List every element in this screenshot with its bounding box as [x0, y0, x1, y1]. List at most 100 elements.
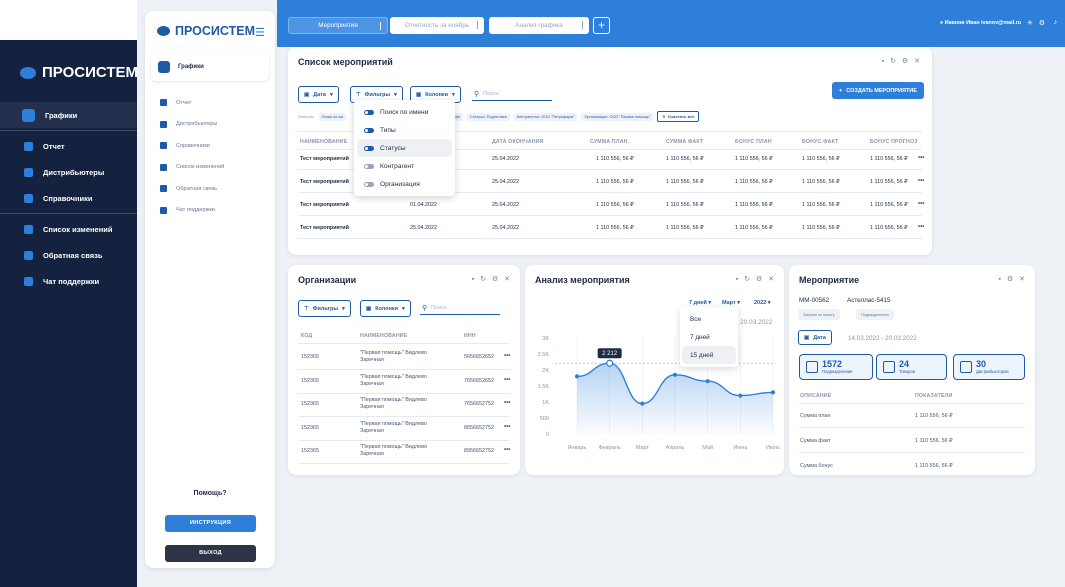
sidebar-item-chat[interactable]: Чат поддержки: [145, 200, 275, 222]
org-cell-name: "Первая помощь" Видлево Заречная: [360, 444, 427, 457]
row-menu-icon[interactable]: •••: [918, 224, 925, 230]
instruction-button[interactable]: ИНСТРУКЦИЯ: [165, 515, 256, 532]
divider: [799, 477, 1025, 478]
stat-distributors[interactable]: 30 Дистрибьюторов: [953, 354, 1025, 380]
search-input[interactable]: ⚲ Поиск: [472, 87, 552, 101]
sidebar-item-reference[interactable]: Справочники: [145, 135, 275, 157]
sidebar-item-distributors[interactable]: Дистрибьютеры: [145, 114, 275, 136]
bg-nav-charts[interactable]: Графики: [0, 102, 137, 128]
filter-option-statuses[interactable]: Статусы: [357, 139, 452, 157]
col-inn[interactable]: ИНН: [464, 333, 476, 339]
search-input[interactable]: ⚲ Поиск: [420, 301, 500, 315]
columns-button[interactable]: ▦ Колонки ▾: [360, 300, 411, 317]
col-bonus-fact[interactable]: БОНУС ФАКТ: [802, 139, 839, 145]
row-menu-icon[interactable]: •••: [504, 353, 511, 359]
bg-nav-reference[interactable]: Справочники: [0, 185, 137, 211]
period-select[interactable]: 7 дней ▾: [689, 300, 712, 306]
bg-nav-report[interactable]: Отчет: [0, 133, 137, 159]
sidebar-item-charts[interactable]: Графики: [151, 53, 269, 81]
user-info[interactable]: ● Иванов Иван ivanov@mail.ru: [939, 20, 1021, 26]
year-select[interactable]: 2022 ▾: [754, 300, 771, 306]
sidebar-item-report[interactable]: Отчет: [145, 92, 275, 114]
row-menu-icon[interactable]: •••: [504, 423, 511, 430]
create-event-button[interactable]: + СОЗДАТЬ МЕРОПРИЯТИЕ: [832, 82, 924, 99]
col-fact[interactable]: СУММА ФАКТ: [666, 139, 704, 145]
col-code[interactable]: КОД: [301, 333, 313, 339]
col-description[interactable]: ОПИСАНИЕ: [800, 393, 832, 399]
menu-icon[interactable]: ☰: [255, 27, 265, 39]
col-name[interactable]: НАИМЕНОВАНИЕ: [360, 333, 408, 339]
filter-chip[interactable]: Организация: ООО "Первая помощь": [581, 112, 654, 121]
card-actions-icon[interactable]: ▪ ↻ ⚙ ✕: [735, 276, 776, 283]
period-option-all[interactable]: Все: [690, 315, 702, 323]
cell-plan: 1 110 556, 56 ₽: [596, 179, 634, 185]
toggle-on-icon[interactable]: [364, 109, 374, 115]
cell-bonus-plan: 1 110 556, 56 ₽: [735, 179, 773, 185]
stat-units[interactable]: 1572 Подразделения: [799, 354, 873, 380]
filter-chip[interactable]: Поиск по им: [318, 112, 347, 121]
col-end-date[interactable]: ДАТА ОКОНЧАНИЯ: [492, 139, 544, 145]
row-menu-icon[interactable]: •••: [918, 178, 925, 184]
card-actions-icon[interactable]: ▪ ↻ ⚙ ✕: [471, 276, 512, 283]
bg-nav-distributors[interactable]: Дистрибьютеры: [0, 159, 137, 185]
nodes-icon: [806, 361, 818, 373]
card-title: Список мероприятий: [298, 57, 393, 67]
row-menu-icon[interactable]: •••: [504, 400, 511, 406]
date-button[interactable]: ▣ Дата: [798, 330, 832, 345]
row-menu-icon[interactable]: •••: [918, 155, 925, 161]
bg-nav-changes[interactable]: Список изменений: [0, 216, 137, 242]
date-button[interactable]: ▣ Дата ▾: [298, 86, 339, 103]
clear-all-button[interactable]: ✕ Очистить всё: [657, 111, 700, 122]
bg-nav-feedback[interactable]: Обратная связь: [0, 242, 137, 268]
stat-products[interactable]: 24 Товаров: [876, 354, 947, 380]
col-bonus-plan[interactable]: БОНУС ПЛАН: [735, 139, 772, 145]
toggle-on-icon[interactable]: [364, 145, 374, 151]
tab-november-report[interactable]: Отчетность за ноябрь: [390, 17, 484, 34]
period-option-7[interactable]: 7 дней: [690, 333, 710, 341]
cell-bonus-forecast: 1 110 556, 56 ₽: [870, 179, 908, 185]
filter-chip[interactable]: Статусы: Подготовка: [466, 112, 510, 121]
col-bonus-forecast[interactable]: БОНУС ПРОГНОЗ: [870, 139, 918, 145]
event-tag[interactable]: Закупки по пакету: [798, 309, 840, 320]
filter-option-name[interactable]: Поиск по имени: [357, 103, 452, 121]
row-menu-icon[interactable]: •••: [504, 447, 511, 453]
columns-button[interactable]: ▦ Колонки ▾: [410, 86, 461, 103]
bg-nav-chat[interactable]: Чат поддержки: [0, 268, 137, 294]
filter-option-types[interactable]: Типы: [357, 121, 452, 139]
tab-chart-analysis[interactable]: Анализ графика: [489, 17, 589, 34]
toggle-off-icon[interactable]: [364, 163, 374, 169]
toggle-on-icon[interactable]: [364, 127, 374, 133]
row-menu-icon[interactable]: •••: [918, 201, 925, 207]
col-indicators[interactable]: ПОКАЗАТЕЛИ: [915, 393, 953, 399]
card-actions-icon[interactable]: ▪ ↻ ⚙ ✕: [881, 58, 922, 65]
divider: [298, 192, 922, 193]
theme-icon[interactable]: ☀: [1026, 20, 1033, 27]
sidebar-item-feedback[interactable]: Обратная связь: [145, 178, 275, 200]
calendar-icon: ▣: [804, 334, 810, 341]
card-actions-icon[interactable]: ▪ ⚙ ✕: [998, 276, 1027, 283]
row-menu-icon[interactable]: •••: [504, 376, 511, 383]
col-plan[interactable]: СУММА ПЛАН.: [590, 139, 630, 145]
period-option-15[interactable]: 15 дней: [682, 346, 736, 364]
add-tab-button[interactable]: +: [593, 17, 610, 34]
sidebar-item-changes[interactable]: Список изменений: [145, 157, 275, 179]
event-cell-val: 1 110 556, 56 ₽: [915, 413, 953, 419]
toggle-off-icon[interactable]: [364, 181, 374, 187]
filter-option-contractor[interactable]: Контрагент: [357, 157, 452, 175]
filter-chip[interactable]: Контрагенты: ООО "Петрофарм": [513, 112, 578, 121]
event-tag[interactable]: Подразделения: [856, 309, 894, 320]
gear-icon[interactable]: ⚙: [1038, 20, 1045, 27]
filter-option-organization[interactable]: Организация: [357, 175, 452, 193]
book-icon: [160, 142, 167, 150]
tab-events[interactable]: Мероприятия: [288, 17, 388, 34]
cell-plan: 1 110 556, 56 ₽: [596, 202, 634, 208]
bell-icon[interactable]: ♪: [1053, 19, 1058, 26]
divider: [799, 427, 1025, 428]
col-name[interactable]: НАИМЕНОВАНИЕ: [300, 139, 348, 145]
tab-handle-icon: [477, 21, 478, 29]
y-tick-label: 2.5K: [538, 352, 550, 358]
org-cell-code: 152365: [301, 424, 319, 431]
month-select[interactable]: Март ▾: [722, 300, 740, 306]
exit-button[interactable]: ВЫХОД: [165, 545, 256, 562]
filters-button[interactable]: ⊤ Фильтры ▾: [298, 300, 351, 317]
